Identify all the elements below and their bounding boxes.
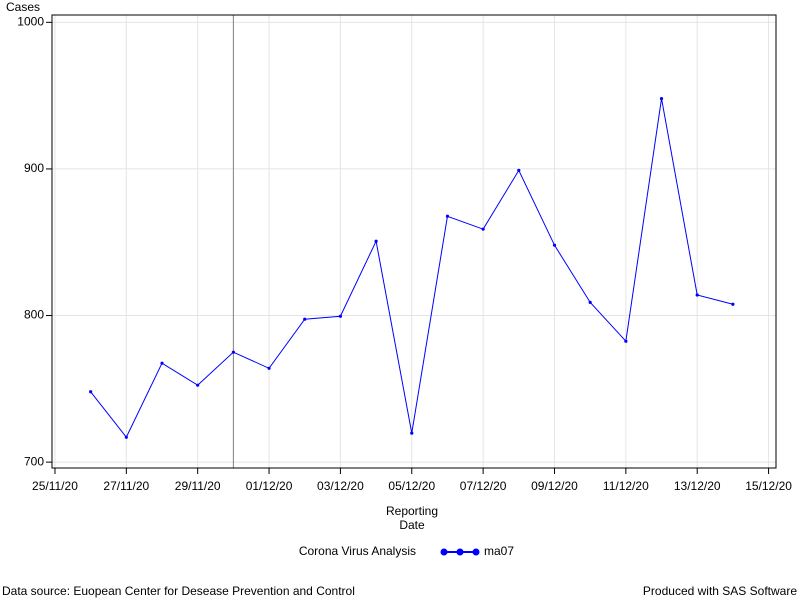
x-tick-label: 25/11/20 [32,479,78,493]
legend-symbol [456,548,464,556]
x-tick-label: 11/12/20 [603,479,649,493]
x-tick-label: 01/12/20 [246,479,293,493]
point [659,96,664,101]
y-tick-label: 800 [24,308,44,322]
point [160,361,164,365]
legend-symbol [440,548,448,556]
x-axis-label: Reporting [386,504,438,518]
point [124,435,128,439]
y-axis-label: Cases [6,0,40,14]
point [338,314,343,318]
x-tick-label: 05/12/20 [388,479,435,493]
x-tick-label: 13/12/20 [674,479,721,493]
legend-title: Corona Virus Analysis [299,544,416,558]
point [231,350,235,354]
x-tick-label: 09/12/20 [531,479,578,493]
point [695,293,699,297]
point [196,383,200,387]
point [517,168,521,172]
legend-symbol [472,548,480,556]
y-tick-label: 900 [24,161,44,175]
y-tick-label: 700 [24,454,44,468]
footnote: Produced with SAS Software [643,584,797,598]
x-tick-label: 03/12/20 [317,479,364,493]
point [89,390,93,394]
x-tick-label: 07/12/20 [460,479,507,493]
point [624,339,628,343]
point [303,317,307,321]
x-tick-label: 27/11/20 [103,479,149,493]
x-tick-label: 29/11/20 [175,479,221,493]
point [731,302,735,306]
x-tick-label: 15/12/20 [745,479,792,493]
plot-frame [51,14,777,469]
point [481,227,485,231]
point [588,300,592,304]
point [267,366,271,370]
x-axis-label: Date [399,518,425,532]
legend-label: ma07 [484,544,514,558]
point [374,239,378,243]
point [445,214,450,218]
point [552,243,557,247]
y-tick-label: 1000 [17,15,44,29]
footnote: Data source: Euopean Center for Desease … [2,584,355,598]
point [410,431,414,435]
